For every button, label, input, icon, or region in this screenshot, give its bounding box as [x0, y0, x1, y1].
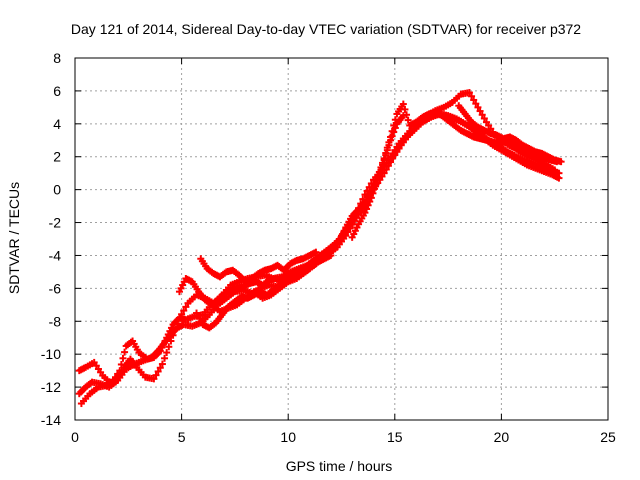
x-tick-label: 10	[280, 429, 296, 445]
data-point-interp	[369, 189, 377, 197]
data-point-interp	[364, 201, 372, 209]
data-point-interp	[182, 303, 190, 311]
y-tick-label: 4	[53, 116, 61, 132]
data-point	[367, 194, 375, 202]
y-tick-label: -14	[41, 412, 61, 428]
data-point	[312, 248, 320, 256]
data-point-interp	[404, 116, 412, 124]
y-tick-labels: -14 -12 -10 -8 -6 -4 -2 0 2 4 6 8	[41, 50, 61, 428]
y-tick-label: -12	[41, 379, 61, 395]
data-point-interp	[165, 343, 173, 351]
y-tick-label: -6	[49, 280, 62, 296]
data-point-interp	[383, 146, 391, 154]
data-point-interp	[156, 364, 164, 372]
data-point	[167, 337, 175, 345]
data-point	[474, 103, 482, 111]
data-point-interp	[388, 132, 396, 140]
data-point-interp	[372, 180, 380, 188]
data-point-interp	[163, 349, 171, 357]
x-tick-labels: 0 5 10 15 20 25	[71, 429, 616, 445]
y-tick-label: -10	[41, 346, 61, 362]
data-point-interp	[391, 124, 399, 132]
data-point-interp	[161, 354, 169, 362]
data-point	[361, 209, 369, 217]
data-point-interp	[180, 307, 188, 315]
data-point	[387, 136, 395, 144]
data-point	[374, 176, 382, 184]
data-point	[399, 112, 407, 120]
x-axis-label: GPS time / hours	[286, 458, 393, 474]
data-point-interp	[178, 310, 186, 318]
data-point-interp	[152, 371, 160, 379]
data-point-interp	[390, 128, 398, 136]
y-tick-label: 8	[53, 50, 61, 66]
data-markers	[75, 89, 565, 408]
data-point-interp	[387, 158, 395, 166]
data-point-interp	[379, 161, 387, 169]
data-point-interp	[478, 111, 486, 119]
data-point-interp	[171, 326, 179, 333]
data-point	[175, 314, 183, 322]
y-tick-label: -4	[49, 247, 62, 263]
y-tick-label: -2	[49, 215, 62, 231]
data-point-interp	[480, 114, 488, 122]
data-point-interp	[384, 162, 392, 170]
data-point-interp	[173, 320, 181, 328]
data-point	[465, 89, 473, 97]
data-point-interp	[154, 367, 162, 375]
x-tick-label: 0	[71, 429, 79, 445]
data-point	[327, 251, 335, 259]
chart-title: Day 121 of 2014, Sidereal Day-to-day VTE…	[71, 21, 581, 37]
data-point-interp	[375, 171, 383, 179]
axis-ticks	[74, 57, 609, 421]
data-point	[551, 166, 559, 174]
y-tick-label: 2	[53, 149, 61, 165]
data-point-interp	[472, 100, 480, 108]
data-point-interp	[121, 348, 129, 356]
y-axis-label: SDTVAR / TECUs	[6, 182, 22, 294]
data-point-interp	[377, 166, 385, 174]
plot-frame	[74, 57, 609, 421]
x-tick-label: 20	[494, 429, 510, 445]
x-tick-label: 15	[387, 429, 403, 445]
data-point-interp	[169, 331, 177, 339]
data-point-interp	[470, 96, 478, 104]
data-point-interp	[468, 92, 476, 100]
data-point	[158, 360, 166, 368]
data-point	[555, 169, 563, 177]
data-point-interp	[366, 198, 374, 206]
data-point-interp	[401, 105, 409, 113]
x-tick-label: 5	[178, 429, 186, 445]
data-point-interp	[385, 141, 393, 149]
y-tick-label: -8	[49, 313, 62, 329]
y-tick-label: 0	[53, 182, 61, 198]
data-point-interp	[119, 354, 127, 362]
x-tick-label: 25	[600, 429, 616, 445]
data-point-interp	[382, 151, 390, 159]
data-point	[557, 158, 565, 166]
data-point-interp	[371, 185, 379, 193]
data-point-interp	[476, 107, 484, 115]
y-tick-label: 6	[53, 83, 61, 99]
data-point-interp	[363, 205, 371, 213]
data-point	[380, 156, 388, 164]
data-point	[399, 100, 407, 108]
data-point	[150, 375, 158, 383]
